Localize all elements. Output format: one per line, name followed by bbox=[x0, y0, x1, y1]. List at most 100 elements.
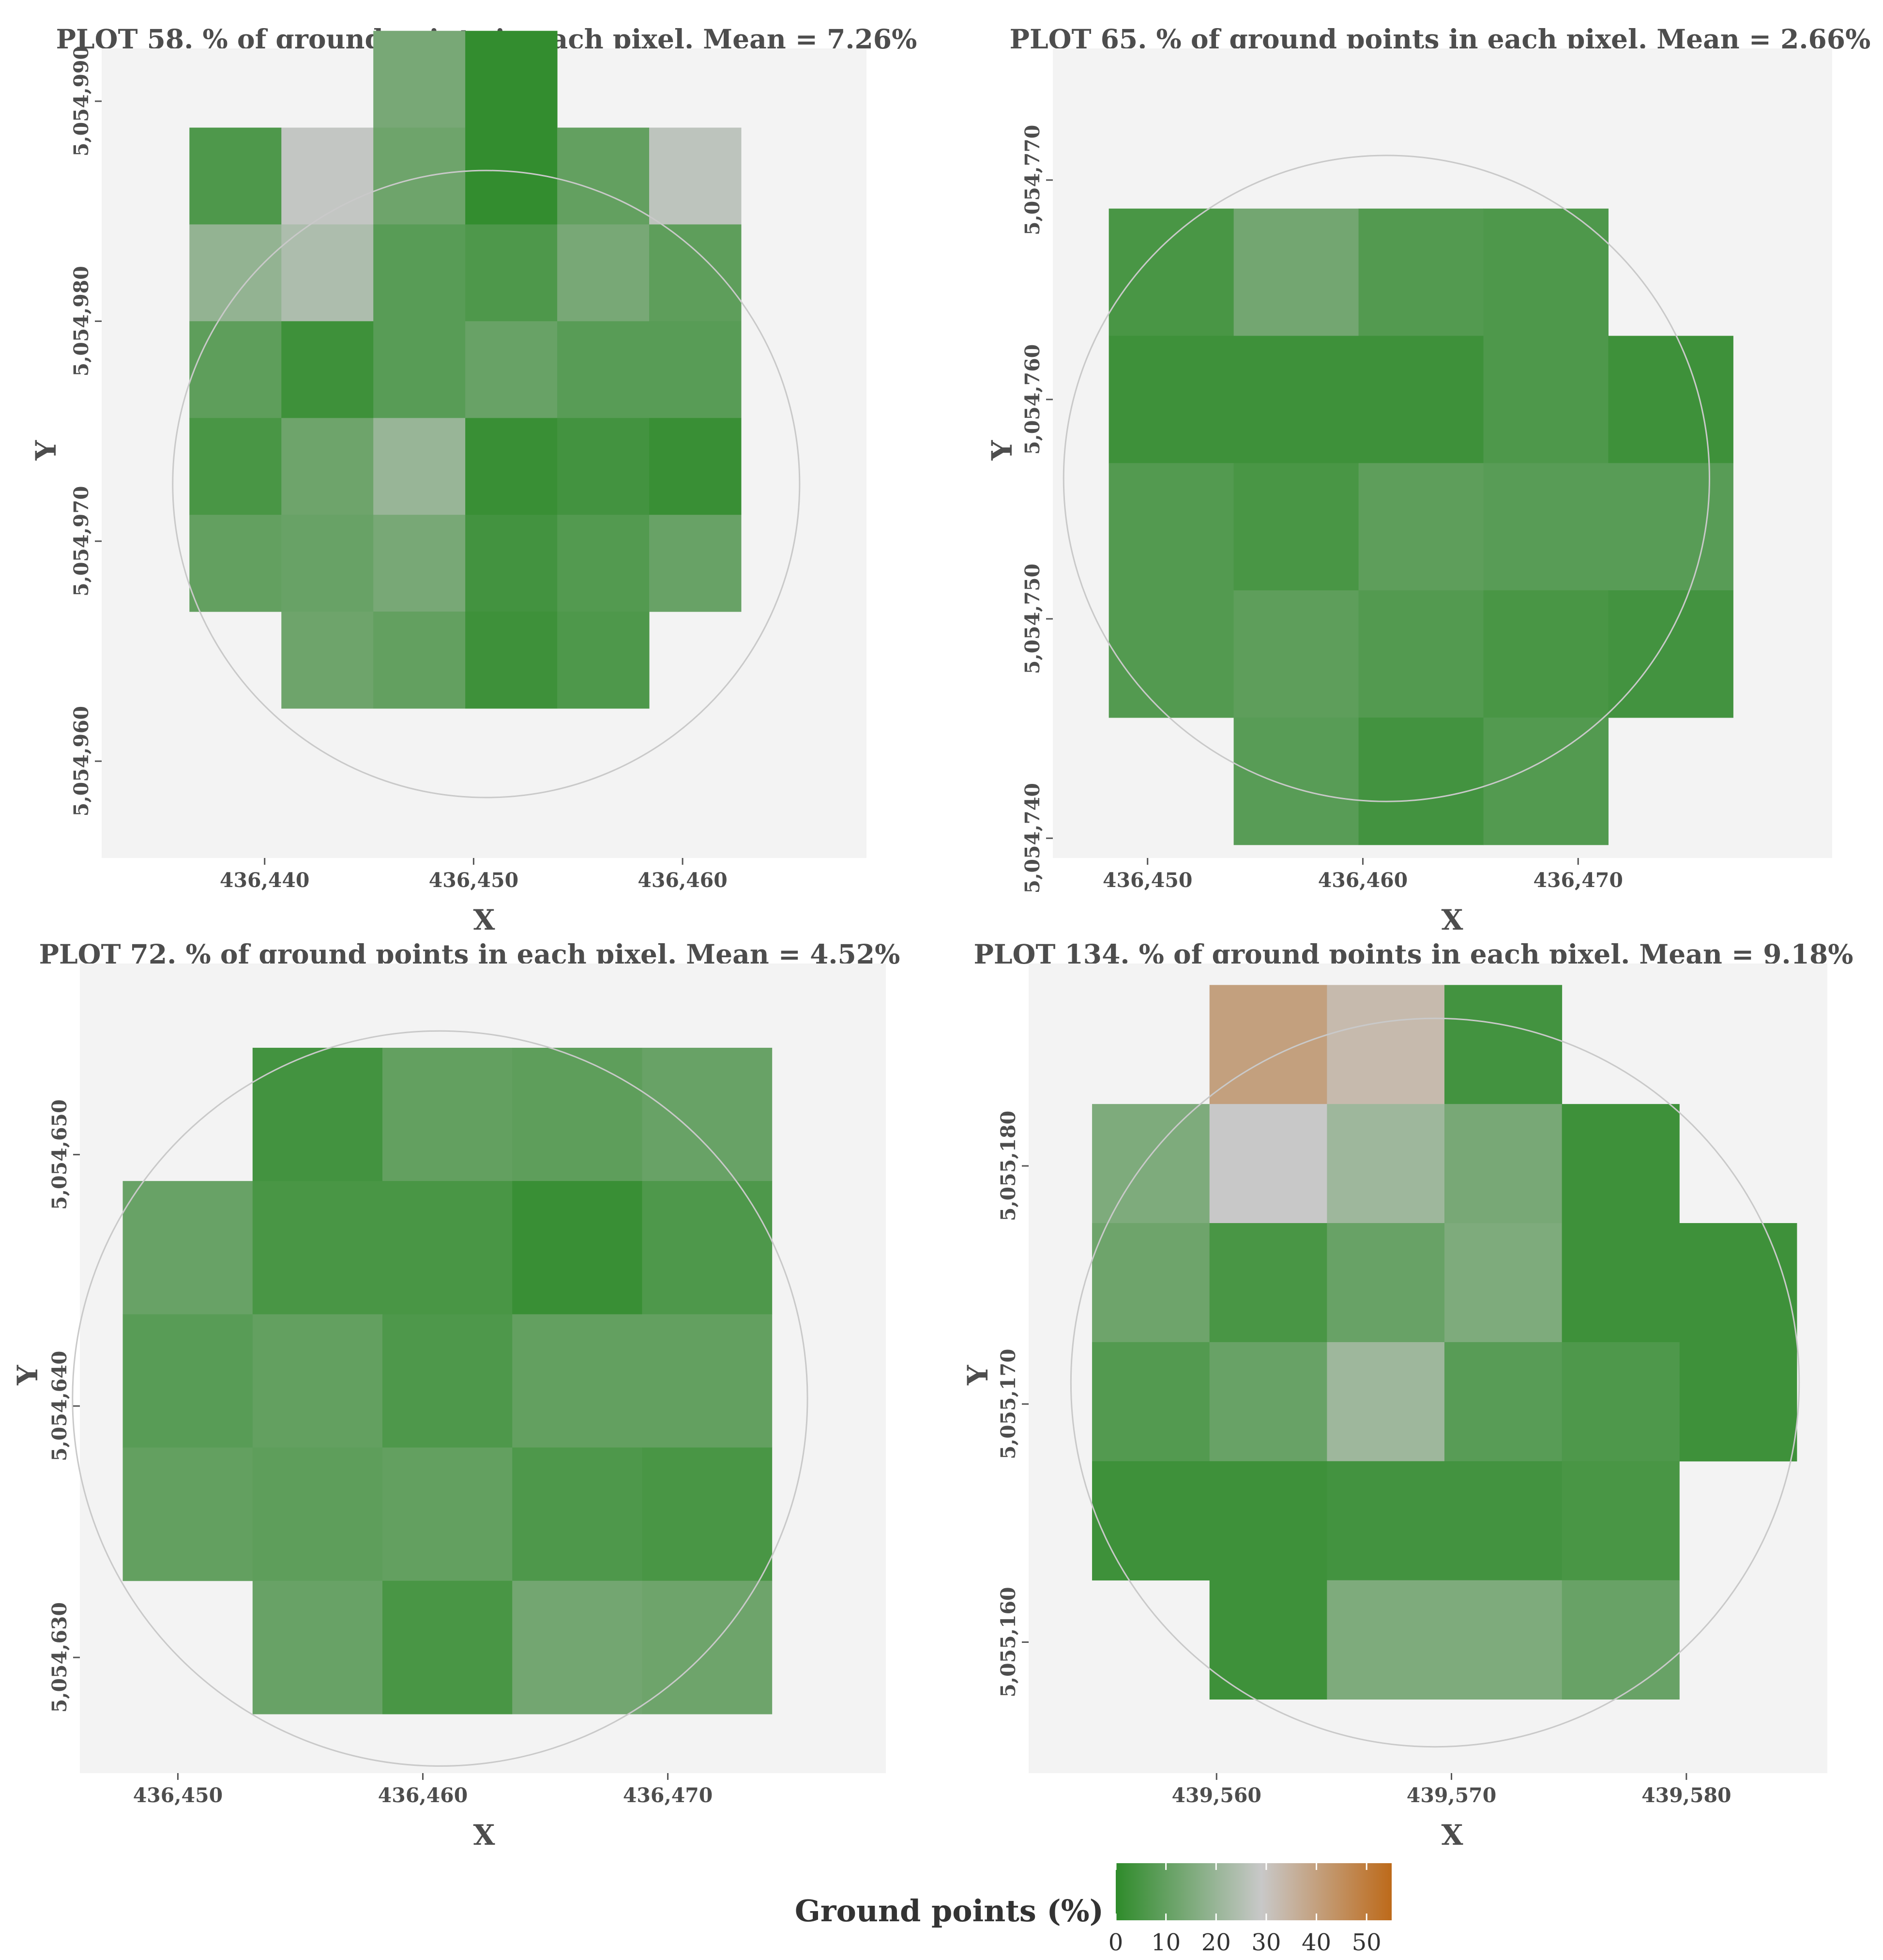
heatmap-cell bbox=[1327, 1580, 1445, 1700]
y-tick-label: 5,054,740 bbox=[1021, 783, 1044, 893]
heatmap-cell bbox=[122, 1314, 253, 1448]
heatmap-cell bbox=[557, 321, 650, 418]
heatmap-cell bbox=[1327, 1342, 1445, 1462]
heatmap-cell bbox=[557, 127, 650, 225]
y-tick-label: 5,054,650 bbox=[48, 1100, 71, 1210]
heatmap-cell bbox=[373, 612, 466, 709]
heatmap-cell bbox=[512, 1314, 642, 1448]
heatmap-cell bbox=[1444, 1580, 1563, 1700]
legend-tick-label: 30 bbox=[1251, 1929, 1281, 1956]
heatmap-cell bbox=[1608, 463, 1733, 591]
heatmap-cell bbox=[1109, 463, 1234, 591]
y-tick-label: 5,054,750 bbox=[1021, 564, 1044, 674]
y-tick-label: 5,054,960 bbox=[70, 706, 93, 816]
heatmap-cell bbox=[557, 224, 650, 322]
heatmap-cell bbox=[1209, 1342, 1327, 1462]
plot-134-circle bbox=[1070, 1017, 1800, 1748]
plot-134-x-axis-label: X bbox=[1441, 1819, 1463, 1852]
heatmap-cell bbox=[373, 321, 466, 418]
heatmap-cell bbox=[1679, 1223, 1797, 1462]
heatmap-cell bbox=[373, 31, 466, 128]
heatmap-cell bbox=[512, 1181, 642, 1315]
heatmap-cell bbox=[1483, 463, 1609, 591]
heatmap-cell bbox=[1233, 590, 1359, 718]
heatmap-cell bbox=[189, 127, 282, 225]
heatmap-cell bbox=[1092, 1223, 1210, 1343]
heatmap-cell bbox=[122, 1447, 253, 1581]
x-tick-label: 436,460 bbox=[378, 1784, 468, 1807]
heatmap-cell bbox=[281, 612, 374, 709]
heatmap-cell bbox=[649, 321, 742, 418]
heatmap-cell bbox=[382, 1181, 513, 1315]
heatmap-cell bbox=[252, 1181, 383, 1315]
heatmap-cell bbox=[1233, 208, 1359, 337]
heatmap-cell bbox=[1209, 1461, 1327, 1581]
plot-72-circle bbox=[72, 1030, 808, 1767]
heatmap-cell bbox=[373, 224, 466, 322]
plot-72-y-axis-label: Y bbox=[11, 1365, 44, 1386]
colorbar-legend: Ground points (%) 0 10 20 30 40 50 bbox=[795, 1863, 1392, 1956]
heatmap-cell bbox=[1562, 1223, 1680, 1343]
plot-58-panel: PLOT 58. % of ground points in each pixe… bbox=[30, 23, 917, 936]
y-tick-label: 5,054,630 bbox=[48, 1602, 71, 1713]
plot-65-y-axis-label: Y bbox=[986, 440, 1018, 461]
x-tick-label: 436,450 bbox=[1103, 869, 1192, 892]
heatmap-cell bbox=[1209, 985, 1327, 1104]
heatmap-cell bbox=[281, 321, 374, 418]
heatmap-cell bbox=[1358, 718, 1484, 845]
heatmap-cell bbox=[382, 1314, 513, 1448]
plot-72-x-axis-label: X bbox=[473, 1819, 495, 1852]
heatmap-cell bbox=[1109, 208, 1234, 337]
heatmap-cell bbox=[1483, 208, 1609, 337]
x-tick-label: 436,450 bbox=[133, 1784, 223, 1807]
plot-65-panel: PLOT 65. % of ground points in each pixe… bbox=[986, 23, 1870, 936]
heatmap-cell bbox=[281, 127, 374, 225]
heatmap-cell bbox=[465, 418, 558, 515]
x-tick-label: 436,460 bbox=[1318, 869, 1408, 892]
plot-58-x-axis-label: X bbox=[473, 903, 495, 936]
heatmap-cell bbox=[557, 515, 650, 612]
plot-58-y-axis-label: Y bbox=[30, 440, 62, 461]
heatmap-cell bbox=[512, 1447, 642, 1581]
heatmap-cell bbox=[281, 515, 374, 612]
heatmap-cell bbox=[189, 224, 282, 322]
legend-title: Ground points (%) bbox=[795, 1893, 1104, 1929]
heatmap-cell bbox=[1444, 1104, 1563, 1224]
heatmap-cell bbox=[1444, 985, 1563, 1104]
x-tick-label: 436,440 bbox=[220, 869, 309, 892]
heatmap-cell bbox=[465, 612, 558, 709]
heatmap-cell bbox=[252, 1580, 383, 1715]
plot-134-panel: PLOT 134. % of ground points in each pix… bbox=[961, 938, 1853, 1852]
y-tick-label: 5,054,770 bbox=[1021, 125, 1044, 235]
heatmap-cell bbox=[252, 1047, 383, 1181]
y-tick-label: 5,054,760 bbox=[1021, 344, 1044, 455]
heatmap-cell bbox=[1358, 590, 1484, 718]
legend-tick-label: 10 bbox=[1151, 1929, 1181, 1956]
y-tick-label: 5,054,990 bbox=[70, 46, 93, 156]
legend-tick-label: 0 bbox=[1109, 1929, 1124, 1956]
heatmap-cell bbox=[1358, 336, 1484, 463]
heatmap-cell bbox=[649, 515, 742, 612]
legend-tick-label: 20 bbox=[1201, 1929, 1231, 1956]
heatmap-cell bbox=[189, 418, 282, 515]
heatmap-cell bbox=[1092, 1342, 1210, 1462]
plot-72-panel: PLOT 72. % of ground points in each pixe… bbox=[11, 938, 900, 1852]
x-tick-label: 439,570 bbox=[1407, 1784, 1496, 1807]
legend-tick-label: 40 bbox=[1302, 1929, 1331, 1956]
heatmap-cell bbox=[642, 1314, 773, 1448]
heatmap-cell bbox=[1327, 1104, 1445, 1224]
plot-134-y-axis-label: Y bbox=[961, 1365, 994, 1386]
heatmap-cell bbox=[1327, 1223, 1445, 1343]
heatmap-cell bbox=[1562, 1461, 1680, 1581]
heatmap-cell bbox=[1608, 336, 1733, 463]
heatmap-cell bbox=[557, 612, 650, 709]
y-tick-label: 5,054,640 bbox=[48, 1351, 71, 1461]
y-tick-label: 5,055,170 bbox=[997, 1349, 1020, 1459]
heatmap-cell bbox=[1233, 718, 1359, 845]
heatmap-cell bbox=[1562, 1580, 1680, 1700]
heatmap-cell bbox=[382, 1580, 513, 1715]
heatmap-cell bbox=[1483, 718, 1609, 845]
x-tick-label: 436,470 bbox=[623, 1784, 713, 1807]
heatmap-cell bbox=[1358, 463, 1484, 591]
